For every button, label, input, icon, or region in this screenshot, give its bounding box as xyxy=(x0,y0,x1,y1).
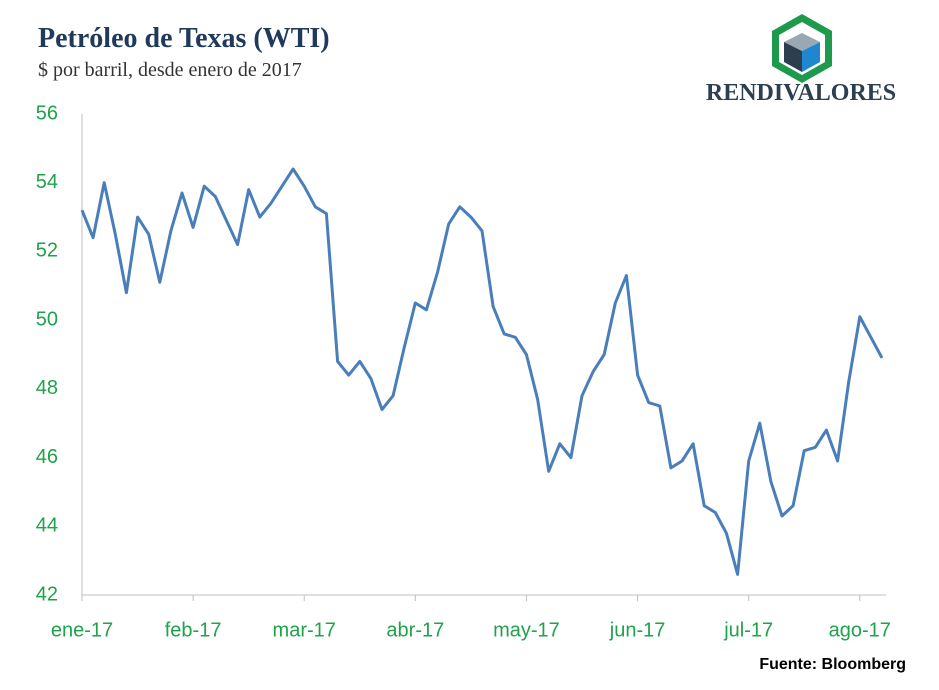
x-tick-label: ago-17 xyxy=(829,619,891,641)
y-tick-label: 48 xyxy=(36,377,58,399)
logo-icon xyxy=(772,14,832,83)
chart-title: Petróleo de Texas (WTI) xyxy=(38,23,330,54)
y-tick-label: 54 xyxy=(36,171,58,193)
x-tick-label: jul-17 xyxy=(723,619,773,641)
x-tick-label: mar-17 xyxy=(273,619,336,641)
chart-subtitle: $ por barril, desde enero de 2017 xyxy=(38,59,302,81)
y-tick-label: 52 xyxy=(36,240,58,262)
x-tick-label: may-17 xyxy=(493,619,560,641)
y-tick-label: 46 xyxy=(36,446,58,468)
x-tick-label: feb-17 xyxy=(165,619,222,641)
source: Fuente: Bloomberg xyxy=(759,656,906,673)
logo-text: RENDIVALORES xyxy=(706,80,896,106)
y-tick-label: 50 xyxy=(36,308,58,330)
line-series xyxy=(80,167,884,576)
x-tick-label: ene-17 xyxy=(51,619,113,641)
y-tick-label: 42 xyxy=(36,583,58,605)
x-tick-label: abr-17 xyxy=(386,619,444,641)
x-tick-label: jun-17 xyxy=(609,619,666,641)
y-tick-label: 56 xyxy=(36,102,58,124)
y-tick-label: 44 xyxy=(36,515,58,537)
